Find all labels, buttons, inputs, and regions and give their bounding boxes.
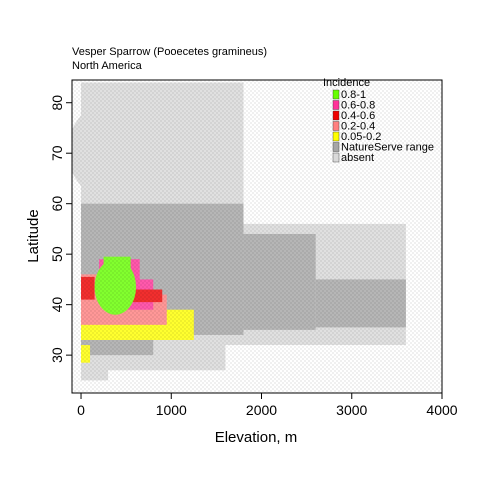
legend-swatch xyxy=(332,121,340,131)
y-tick-label: 50 xyxy=(49,246,65,262)
cell-texture xyxy=(72,80,442,393)
y-axis: 30 40 50 60 70 80 xyxy=(49,95,72,363)
x-tick-label: 0 xyxy=(77,402,85,418)
y-tick-label: 40 xyxy=(49,297,65,313)
legend: Incidence 0.8-10.6-0.80.4-0.60.2-0.40.05… xyxy=(323,77,434,164)
y-tick-label: 80 xyxy=(49,95,65,111)
legend-label: NatureServe range xyxy=(341,142,434,154)
chart-subtitle: North America xyxy=(72,60,143,72)
y-tick-label: 30 xyxy=(49,347,65,363)
legend-swatch xyxy=(332,131,340,142)
legend-label: 0.6-0.8 xyxy=(341,100,375,112)
legend-swatch xyxy=(332,100,340,110)
plot-frame xyxy=(71,79,443,394)
y-axis-label: Latitude xyxy=(25,209,42,262)
legend-label: 0.4-0.6 xyxy=(341,110,375,122)
legend-swatch xyxy=(332,89,340,100)
legend-label: 0.05-0.2 xyxy=(341,131,381,143)
x-tick-label: 1000 xyxy=(156,402,187,418)
chart-title: Vesper Sparrow (Pooecetes gramineus) xyxy=(72,46,267,58)
legend-label: 0.2-0.4 xyxy=(341,121,375,133)
x-axis-label: Elevation, m xyxy=(215,429,298,446)
legend-title: Incidence xyxy=(323,77,370,89)
x-axis: 0 1000 2000 3000 4000 xyxy=(77,393,458,418)
y-tick-label: 60 xyxy=(49,196,65,212)
x-tick-label: 4000 xyxy=(426,402,457,418)
legend-swatch xyxy=(332,152,340,163)
x-tick-label: 2000 xyxy=(246,402,277,418)
legend-label: absent xyxy=(341,152,374,164)
legend-label: 0.8-1 xyxy=(341,89,366,101)
x-tick-label: 3000 xyxy=(336,402,367,418)
legend-swatch xyxy=(332,142,340,152)
y-tick-label: 70 xyxy=(49,145,65,161)
legend-swatch xyxy=(332,110,340,121)
